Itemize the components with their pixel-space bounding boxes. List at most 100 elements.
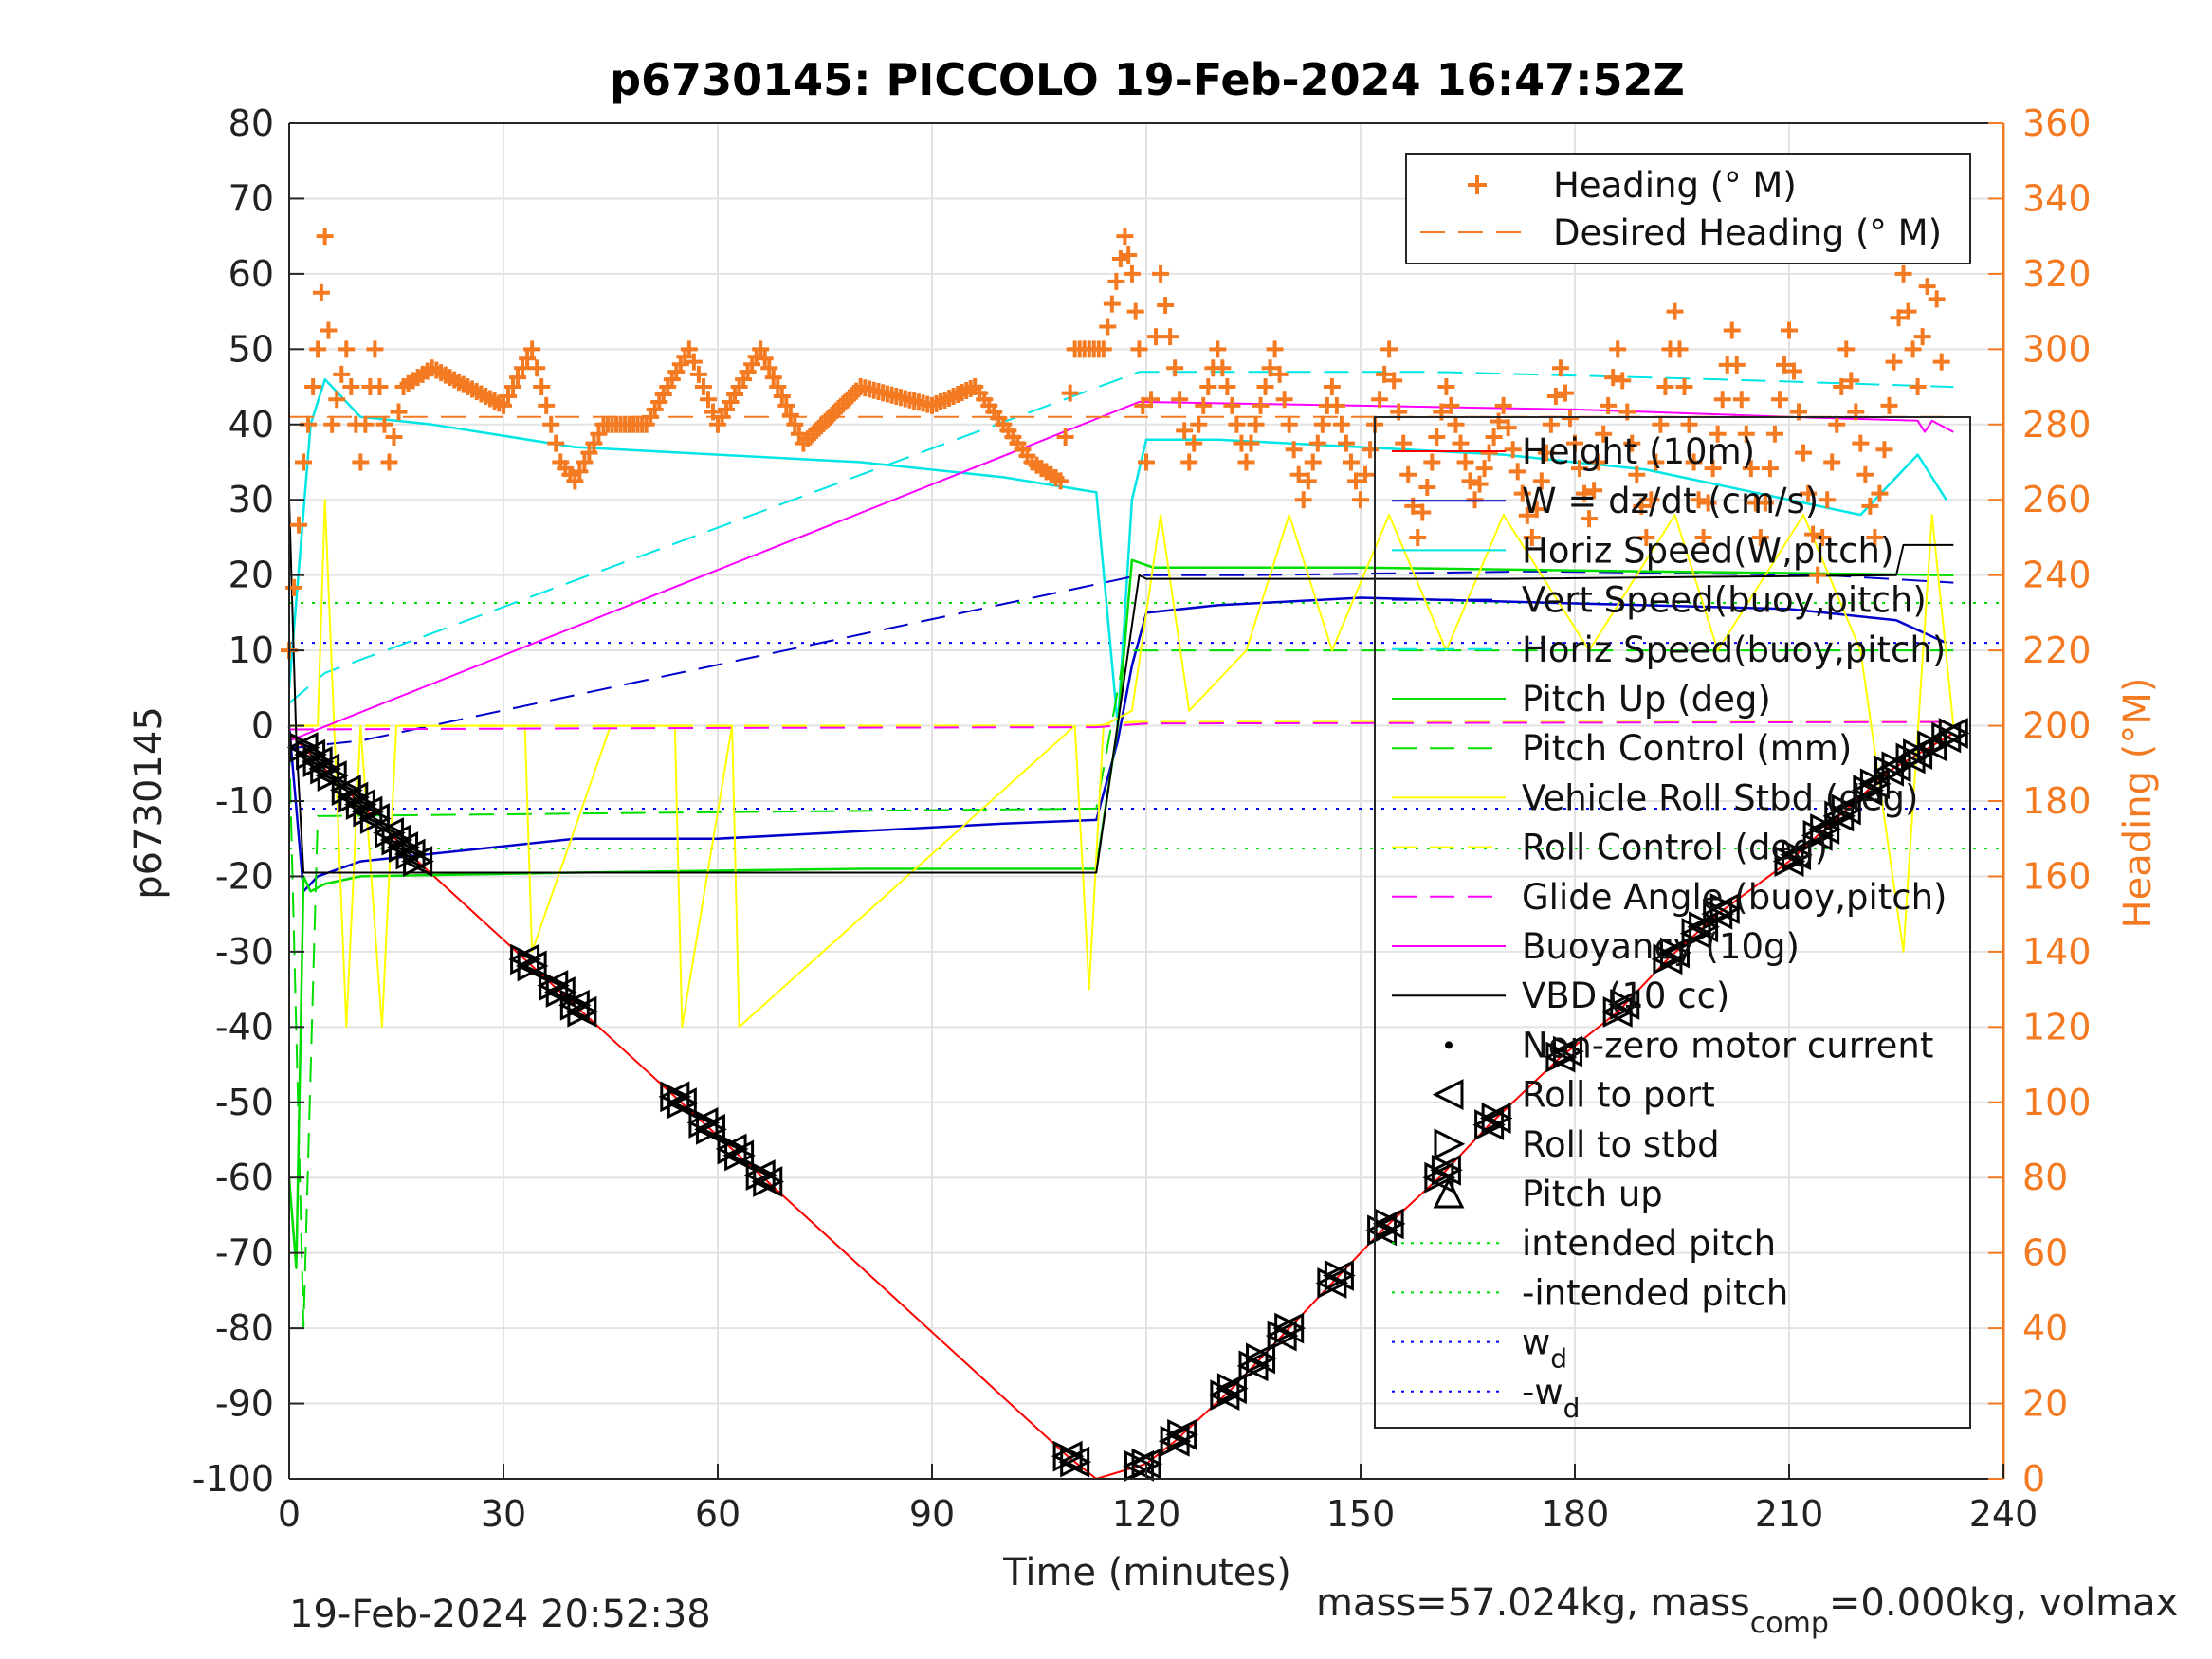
heading-point: [1332, 415, 1350, 433]
roll-to-stbd-marker: [1681, 918, 1713, 950]
heading-point: [495, 396, 512, 414]
heading-point: [1304, 453, 1322, 471]
series-pitch-up-deg: [287, 558, 1954, 1269]
heading-point: [1371, 391, 1389, 409]
heading-point: [1690, 491, 1708, 509]
heading-point: [309, 340, 327, 358]
x-tick-label: 150: [1326, 1493, 1396, 1535]
roll-to-stbd-marker: [1246, 1342, 1277, 1375]
roll-to-stbd-marker: [1552, 1035, 1584, 1067]
heading-point: [1490, 412, 1508, 430]
legend-label-roll-to-port: Roll to port: [1522, 1075, 1715, 1116]
heading-point: [1804, 525, 1822, 543]
heading-point: [1537, 444, 1555, 462]
heading-point: [1756, 494, 1774, 512]
heading-point: [1751, 528, 1769, 546]
roll-to-stbd-marker: [667, 1087, 699, 1120]
roll-to-stbd-marker: [1216, 1373, 1249, 1405]
heading-point: [1861, 497, 1879, 515]
legend-label-pitch-control-mm: Pitch Control (mm): [1522, 728, 1852, 769]
legend-sample: [1433, 1176, 1465, 1209]
heading-point: [752, 340, 770, 358]
y-tick-label: 40: [229, 404, 274, 446]
y2-tick-label: 120: [2022, 1006, 2092, 1048]
heading-point: [590, 425, 608, 443]
roll-to-stbd-marker: [717, 1133, 749, 1165]
roll-to-stbd-marker: [1481, 1103, 1513, 1134]
series-w-dz-dt-cm-s: [287, 596, 1947, 893]
heading-point: [1195, 396, 1213, 414]
heading-point: [1890, 309, 1908, 327]
y2-tick-label: 200: [2022, 705, 2092, 747]
heading-point: [1266, 340, 1284, 358]
heading-point: [304, 378, 322, 396]
y2-tick-label: 60: [2022, 1232, 2068, 1274]
heading-point: [1247, 415, 1265, 433]
heading-point: [1447, 415, 1465, 433]
x-tick-label: 30: [481, 1493, 526, 1535]
heading-point: [1637, 528, 1655, 546]
heading-point: [699, 391, 717, 409]
roll-to-stbd-marker: [1317, 1267, 1349, 1299]
y-tick-label: -70: [215, 1232, 274, 1274]
y-tick-label: 20: [229, 555, 274, 596]
y-tick-label: 70: [229, 177, 274, 219]
heading-point: [1399, 465, 1417, 483]
heading-point: [1623, 434, 1641, 452]
legend-label-intended-pitch: intended pitch: [1522, 1223, 1776, 1264]
heading-point: [1123, 264, 1141, 283]
roll-to-stbd-marker: [403, 846, 434, 877]
heading-point: [1546, 387, 1564, 405]
heading-point: [547, 434, 565, 452]
y-tick-label: 50: [229, 328, 274, 370]
heading-point: [1871, 484, 1889, 502]
heading-point: [1352, 491, 1369, 509]
y2-tick-label: 300: [2022, 328, 2092, 370]
roll-to-stbd-marker: [1210, 1379, 1242, 1412]
legend-label-glide-angle-buoy-pitch: Glide Angle (buoy,pitch): [1522, 877, 1947, 918]
roll-to-stbd-marker: [1653, 943, 1685, 975]
roll-to-stbd-marker: [559, 989, 592, 1021]
heading-point: [316, 228, 334, 246]
series-heading-m: [281, 228, 1950, 660]
roll-to-stbd-marker: [753, 1166, 785, 1197]
legend-label-buoyancy-10g: Buoyancy (10g): [1522, 926, 1800, 967]
roll-to-stbd-marker: [1374, 1208, 1406, 1240]
heading-legend-box: [1405, 153, 1971, 264]
heading-point: [1120, 246, 1138, 264]
heading-point: [1342, 453, 1360, 471]
heading-point: [1271, 365, 1289, 383]
heading-point: [1138, 453, 1155, 471]
heading-point: [1147, 328, 1165, 346]
chart-title: p6730145: PICCOLO 19-Feb-2024 16:47:52Z: [610, 54, 1685, 105]
reference-lines: [289, 602, 2003, 850]
heading-point: [773, 387, 791, 405]
heading-point: [1775, 356, 1793, 374]
heading-point: [1376, 365, 1394, 383]
heading-point: [1795, 444, 1813, 462]
heading-point: [1380, 340, 1398, 358]
y2-tick-label: 40: [2022, 1307, 2068, 1349]
roll-to-stbd-marker: [688, 1107, 721, 1139]
y2-tick-label: 340: [2022, 177, 2092, 219]
roll-to-stbd-marker: [724, 1139, 756, 1172]
heading-point: [1694, 528, 1712, 546]
heading-point: [1485, 428, 1503, 447]
heading-point: [352, 453, 370, 471]
heading-point: [1423, 453, 1441, 471]
heading-point: [1819, 491, 1837, 509]
heading-point: [571, 463, 589, 481]
heading-point: [1518, 506, 1536, 524]
axes: 0 30 60 90 120 150 180 210 24080706050403020100-…: [192, 102, 2092, 1535]
heading-point: [1932, 353, 1950, 371]
heading-point: [1099, 318, 1117, 336]
heading-point: [1604, 369, 1622, 387]
heading-point: [1130, 340, 1148, 358]
heading-point: [1157, 296, 1175, 314]
y2-tick-label: 320: [2022, 253, 2092, 295]
heading-point: [1856, 465, 1874, 483]
y2-tick-label: 80: [2022, 1157, 2068, 1198]
roll-to-stbd-marker: [310, 753, 342, 785]
y-tick-label: -50: [215, 1082, 274, 1123]
heading-point: [1590, 453, 1608, 471]
